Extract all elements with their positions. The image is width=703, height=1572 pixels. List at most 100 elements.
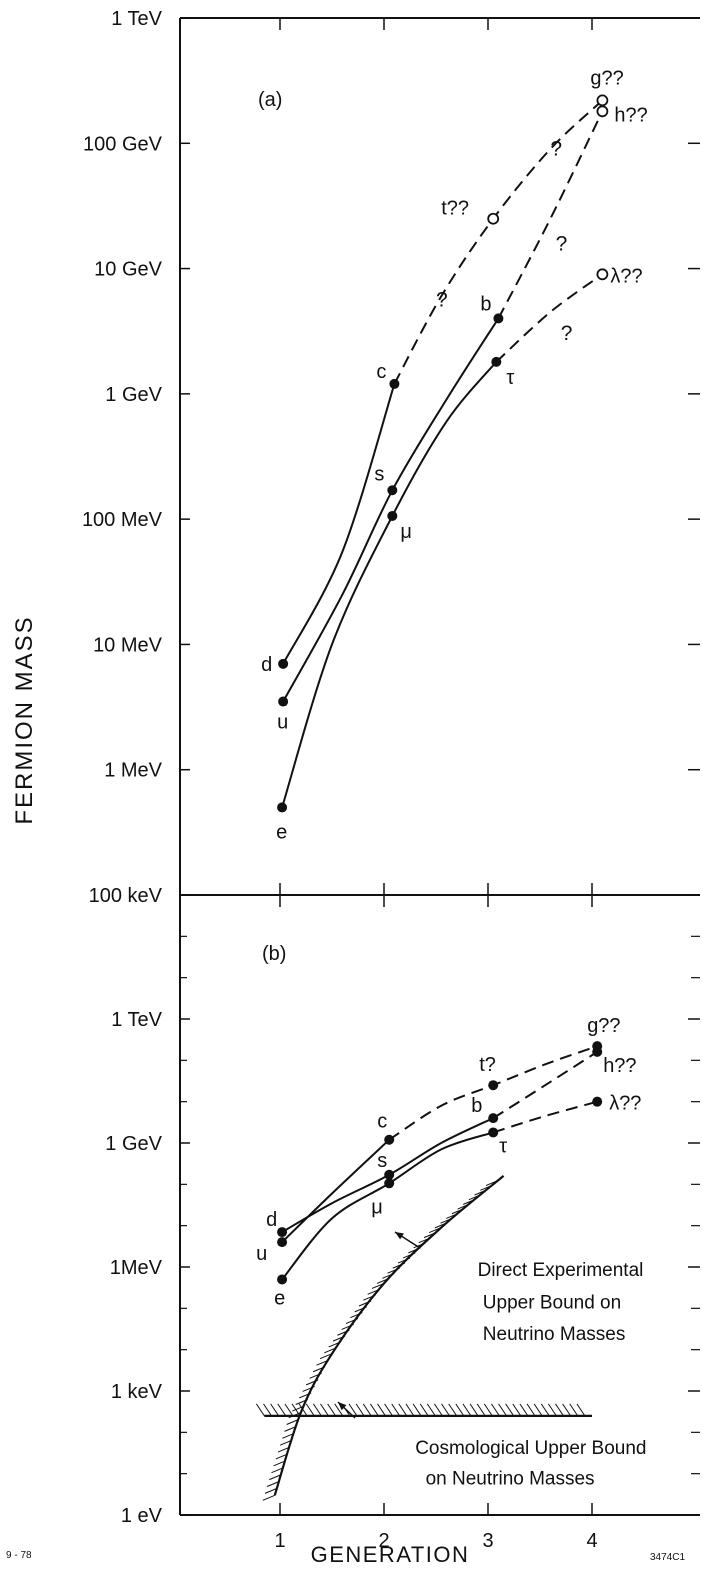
solid-curve: [282, 383, 396, 665]
bound-hatch: [526, 1403, 536, 1417]
bound-hatch: [362, 1403, 372, 1417]
bound-hatch: [320, 1403, 329, 1417]
bound-hatch: [391, 1403, 401, 1417]
data-point: [278, 696, 289, 707]
data-point: [278, 658, 289, 669]
bound-hatch: [263, 1403, 272, 1417]
bound-hatch: [286, 1419, 299, 1425]
bound-hatch: [505, 1403, 515, 1417]
y-tick-label: 100 MeV: [82, 509, 163, 531]
solid-curve: [282, 317, 500, 703]
bound-hatch: [277, 1446, 291, 1453]
bound-hatch: [309, 1372, 322, 1379]
point-label: h??: [614, 104, 647, 126]
data-point: [387, 510, 398, 521]
bound-hatch: [382, 1272, 395, 1279]
bound-hatch: [262, 1494, 275, 1501]
y-tick-label: 10 MeV: [93, 634, 163, 656]
dashed-curve: [492, 1051, 598, 1119]
bound-hatch: [271, 1467, 284, 1474]
point-label: d: [266, 1209, 277, 1231]
y-tick-label: 1 TeV: [111, 8, 162, 30]
bound-hatch: [302, 1385, 315, 1392]
bound-hatch: [405, 1403, 415, 1417]
bound-hatch: [446, 1213, 459, 1219]
data-point: [384, 1178, 395, 1189]
data-point: [488, 1080, 499, 1091]
y-tick-label: 100 GeV: [83, 133, 163, 155]
bound-hatch: [387, 1267, 400, 1274]
figure-frame: [179, 17, 700, 1516]
data-point-open: [596, 94, 609, 107]
data-point: [277, 802, 288, 813]
bound-hatch: [284, 1425, 297, 1432]
bound-annotation: on Neutrino Masses: [426, 1468, 595, 1489]
bound-hatch: [295, 1399, 308, 1405]
data-point: [493, 313, 504, 324]
y-tick-label: 100 keV: [89, 885, 163, 907]
y-tick-label: 1 GeV: [105, 1133, 162, 1155]
dashed-curve: [495, 273, 603, 363]
bound-hatch: [334, 1403, 344, 1417]
point-label: τ: [506, 367, 514, 389]
y-tick-label: 1 keV: [111, 1381, 163, 1403]
bound-hatch: [423, 1232, 437, 1239]
bound-hatch: [413, 1242, 426, 1249]
figure-id-code: 3474C1: [650, 1552, 685, 1563]
bound-hatch: [462, 1403, 472, 1417]
bound-hatch: [282, 1432, 295, 1439]
solid-curve: [281, 361, 498, 808]
bound-hatch: [305, 1403, 315, 1417]
y-axis-title: FERMION MASS: [11, 615, 38, 824]
point-label: s: [377, 1150, 387, 1172]
panel-label: (b): [262, 943, 286, 965]
bound-annotation: Direct Experimental: [478, 1260, 644, 1281]
bound-hatch: [363, 1294, 376, 1301]
bound-annotation: Upper Bound on: [483, 1292, 621, 1313]
data-point: [277, 1237, 288, 1248]
bound-hatch: [316, 1359, 329, 1366]
data-point: [592, 1096, 603, 1107]
bound-hatch: [377, 1403, 386, 1417]
point-label: s: [374, 463, 384, 485]
bound-hatch: [434, 1403, 443, 1417]
panel-a: (a) 1 TeV 100 GeV 10 GeV 1 GeV 100 MeV 10 MeV 1…: [82, 8, 700, 907]
bound-annotation: Cosmological Upper Bound: [415, 1438, 646, 1459]
x-axis-title: GENERATION: [311, 1542, 470, 1567]
data-point-open: [596, 268, 609, 281]
bound-hatch: [448, 1403, 458, 1417]
bound-hatch: [279, 1439, 293, 1446]
point-label: λ??: [610, 265, 642, 287]
x-tick-label: 3: [482, 1530, 493, 1552]
bound-hatch: [469, 1403, 479, 1417]
point-label: g??: [587, 1015, 620, 1037]
y-tick-label: 1 eV: [121, 1505, 163, 1527]
bound-hatch: [455, 1403, 465, 1417]
y-tick-label: 1 GeV: [105, 384, 162, 406]
bound-hatch: [292, 1405, 305, 1412]
point-label: λ??: [609, 1093, 641, 1115]
bound-hatch: [569, 1403, 579, 1417]
data-point: [491, 356, 502, 367]
bound-hatch: [457, 1203, 470, 1210]
bound-hatch: [451, 1208, 465, 1215]
bound-hatch: [540, 1403, 550, 1417]
data-point-open: [596, 105, 609, 118]
bound-hatch: [576, 1403, 586, 1417]
dashed-curve: [492, 1100, 598, 1134]
x-tick-label: 4: [586, 1530, 597, 1552]
bound-hatch: [277, 1403, 287, 1417]
bound-hatch: [463, 1198, 476, 1205]
point-label: t?: [479, 1054, 496, 1076]
x-tick-label: 1: [274, 1530, 285, 1552]
bound-hatch: [392, 1262, 405, 1269]
bound-hatch: [474, 1189, 487, 1196]
y-tick-label: 1 MeV: [104, 760, 162, 782]
bound-hatch: [485, 1180, 499, 1187]
bound-hatch: [429, 1227, 442, 1234]
y-tick-label: 1 TeV: [111, 1009, 162, 1031]
bound-hatch: [483, 1403, 493, 1417]
bound-hatch: [264, 1487, 278, 1494]
bound-hatch: [273, 1460, 286, 1467]
